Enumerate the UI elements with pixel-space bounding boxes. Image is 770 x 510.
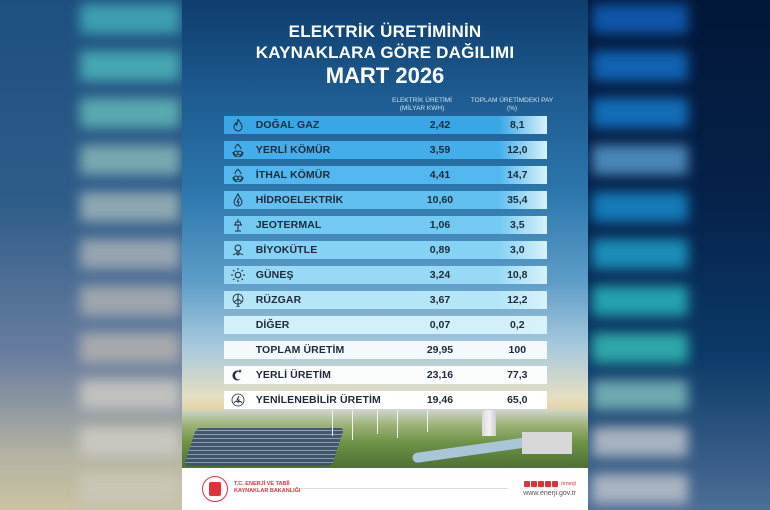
ministry-logo [202,476,228,502]
x-icon[interactable] [538,481,545,487]
production-value: 3,24 [429,269,451,281]
website-link[interactable]: www.enerji.gov.tr [523,490,576,497]
blurred-rows [80,4,180,510]
source-name: JEOTERMAL [255,219,322,231]
blurred-background-left [0,0,182,510]
table-row: JEOTERMAL 1,06 3,5 [224,216,547,234]
wind-turbine-icon [224,291,252,309]
table-row: GÜNEŞ 3,24 10,8 [224,266,547,284]
production-value: 19,46 [426,394,454,406]
share-value: 10,8 [507,269,528,281]
source-name: DOĞAL GAZ [255,119,320,131]
wind-turbine [352,410,353,440]
title-month-year: MART 2026 [325,63,445,88]
table-row: YENİLENEBİLİR ÜRETİM 19,46 65,0 [224,391,547,409]
production-value: 29,95 [426,344,454,356]
source-name: BİYOKÜTLE [255,244,318,256]
share-value: 12,0 [507,144,528,156]
source-name: GÜNEŞ [255,269,294,281]
imported-coal-icon [224,166,252,184]
infographic-poster: ELEKTRİK ÜRETİMİNİN KAYNAKLARA GÖRE DAĞI… [182,0,588,510]
share-value: 3,0 [509,244,525,256]
social-links: /enerji [524,481,576,487]
biomass-bulb-icon [224,241,252,259]
table-row: DİĞER 0,07 0,2 [224,316,547,334]
power-plant [522,432,572,454]
column-header-share: TOPLAM ÜRETİMDEKİ PAY (%) [470,97,554,112]
energy-landscape-image [182,410,588,468]
source-name: HİDROELEKTRİK [255,194,344,206]
share-value: 3,5 [509,219,525,231]
production-value: 3,67 [429,294,451,306]
table-row: BİYOKÜTLE 0,89 3,0 [224,241,547,259]
ministry-name: T.C. ENERJİ VE TABİİ KAYNAKLAR BAKANLIĞI [234,481,301,494]
share-value: 12,2 [507,294,528,306]
share-value: 8,1 [509,119,525,131]
source-name: YERLİ ÜRETİM [255,369,332,381]
wind-turbine [332,410,333,436]
table-row: İTHAL KÖMÜR 4,41 14,7 [224,166,547,184]
footer-divider [300,488,508,489]
source-name: DİĞER [255,319,290,331]
source-name: RÜZGAR [255,294,302,306]
share-value: 77,3 [507,369,528,381]
production-value: 4,41 [429,169,451,181]
table-row: RÜZGAR 3,67 12,2 [224,291,547,309]
social-handle[interactable]: /enerji [561,481,576,487]
gas-flame-icon [224,116,252,134]
share-value: 0,2 [509,319,525,331]
table-row: YERLİ KÖMÜR 3,59 12,0 [224,141,547,159]
title-line-1: ELEKTRİK ÜRETİMİNİN [288,22,482,41]
renewable-leaf-icon [224,391,252,409]
table-row: YERLİ ÜRETİM 23,16 77,3 [224,366,547,384]
solar-panels [183,428,345,466]
source-name: İTHAL KÖMÜR [255,169,331,181]
production-value: 3,59 [429,144,451,156]
blurred-rows [592,4,688,510]
share-value: 100 [508,344,527,356]
coal-icon [224,141,252,159]
facebook-icon[interactable] [531,481,538,487]
river [411,436,533,464]
production-value: 2,42 [429,119,451,131]
hydro-drop-icon [224,191,252,209]
blank-icon-slot [224,316,252,334]
blank-icon-slot [224,341,252,359]
title-line-2: KAYNAKLARA GÖRE DAĞILIMI [255,43,515,62]
production-value: 0,07 [429,319,451,331]
production-value: 10,60 [426,194,454,206]
wind-turbine [377,410,378,434]
table-row: HİDROELEKTRİK 10,60 35,4 [224,191,547,209]
share-value: 35,4 [507,194,528,206]
production-value: 23,16 [426,369,454,381]
production-value: 0,89 [429,244,451,256]
cooling-tower [482,410,496,436]
share-value: 65,0 [507,394,528,406]
instagram-icon[interactable] [524,481,531,487]
geothermal-icon [224,216,252,234]
table-row: DOĞAL GAZ 2,42 8,1 [224,116,547,134]
youtube-icon[interactable] [545,481,552,487]
source-name: TOPLAM ÜRETİM [255,344,345,356]
production-value: 1,06 [429,219,451,231]
source-name: YENİLENEBİLİR ÜRETİM [255,394,381,406]
footer: T.C. ENERJİ VE TABİİ KAYNAKLAR BAKANLIĞI… [182,468,588,510]
wind-turbine [427,410,428,432]
blurred-background-right [588,0,770,510]
source-name: YERLİ KÖMÜR [255,144,331,156]
share-value: 14,7 [507,169,528,181]
sun-icon [224,266,252,284]
wind-turbine [397,410,398,438]
crescent-star-icon [224,366,252,384]
column-header-production: ELEKTRİK ÜRETİMİ (MİLYAR KWH) [392,97,452,112]
linkedin-icon[interactable] [552,481,559,487]
table-row: TOPLAM ÜRETİM 29,95 100 [224,341,547,359]
